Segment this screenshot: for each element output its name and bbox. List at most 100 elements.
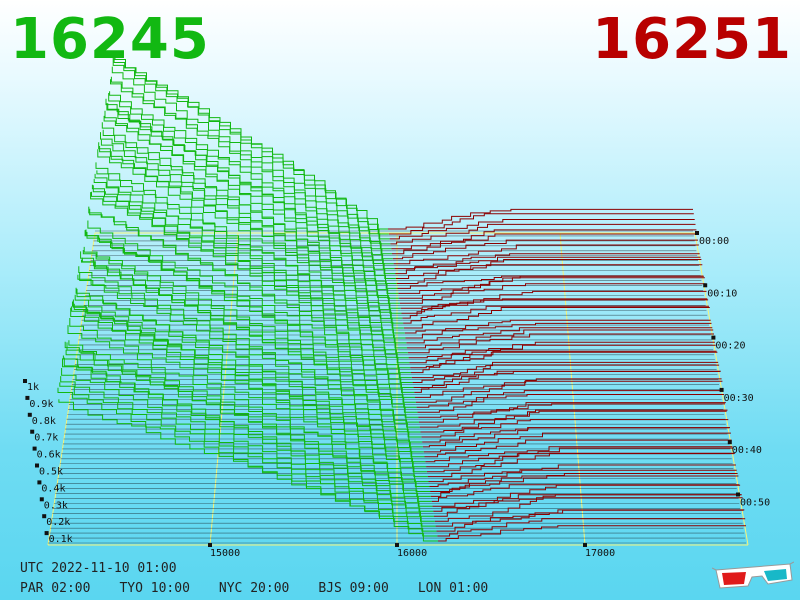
frame-left-edge — [47, 232, 96, 546]
bid-depth-curve — [98, 142, 403, 319]
bid-depth-curve — [75, 287, 423, 443]
bid-depth-curve — [74, 294, 423, 448]
bid-depth-curve — [88, 206, 411, 374]
bid-depth-curve — [95, 162, 405, 334]
bid-depth-curve — [90, 192, 410, 364]
bid-depth-curve — [93, 178, 407, 344]
ask-depth-curve — [389, 219, 695, 240]
ask-depth-curve — [404, 319, 711, 334]
time-tick-mark — [695, 231, 699, 235]
bid-depth-curve — [62, 358, 434, 517]
ask-depth-curve — [411, 361, 719, 379]
bid-depth-curve — [99, 146, 402, 314]
bid-depth-curve — [84, 230, 415, 393]
ask-depth-curve — [426, 447, 734, 468]
bid-depth-curve — [64, 341, 432, 502]
bid-depth-curve — [59, 382, 437, 532]
ask-depth-curve — [396, 264, 703, 284]
bid-depth-curve — [100, 139, 400, 304]
depth-tick-label: 1k — [27, 382, 39, 393]
depth-tick-label: 0.9k — [29, 399, 53, 410]
depth-tick-mark — [27, 412, 32, 417]
ask-depth-curve — [422, 427, 730, 448]
ask-depth-curve — [399, 277, 705, 299]
utc-time: UTC 2022-11-10 01:00 — [20, 561, 177, 576]
depth-tick-label: 0.8k — [32, 416, 56, 427]
depth-tick-label: 0.1k — [49, 534, 73, 545]
ask-depth-curve — [408, 341, 715, 359]
bid-depth-curve — [86, 231, 413, 383]
bid-depth-curve — [104, 110, 397, 284]
price-grid-line — [559, 232, 586, 546]
ask-depth-curve — [417, 394, 725, 413]
bid-depth-curve — [60, 376, 436, 527]
ask-depth-curve — [410, 350, 717, 369]
ask-depth-curve — [432, 484, 741, 507]
ask-depth-curve — [411, 351, 718, 374]
price-tick-label: 16000 — [397, 548, 427, 559]
ask-depth-curve — [415, 378, 722, 398]
bid-depth-curve — [73, 303, 424, 453]
bid-depth-curve — [78, 266, 420, 428]
bid-depth-curve — [113, 58, 389, 235]
depth-tick-mark — [42, 514, 47, 519]
depth-tick-mark — [37, 480, 42, 485]
price-tick-label: 15000 — [210, 548, 240, 559]
time-tick-label: 00:40 — [732, 445, 762, 456]
ask-depth-curve — [391, 229, 697, 250]
bid-depth-curve — [69, 318, 428, 478]
ask-depth-curve — [415, 380, 723, 403]
depth-tick-label: 0.7k — [34, 433, 58, 444]
ask-depth-curve — [416, 390, 724, 408]
bid-depth-curve — [67, 325, 430, 487]
ask-depth-curve — [431, 484, 740, 502]
time-zones: PAR 02:00 TYO 10:00 NYC 20:00 BJS 09:00 … — [20, 581, 517, 597]
3d-glasses-icon[interactable] — [712, 560, 794, 592]
zone-tyo: TYO 10:00 — [119, 581, 190, 596]
ask-depth-curve — [394, 253, 700, 270]
depth-tick-mark — [35, 463, 39, 468]
ask-depth-curve — [392, 239, 698, 260]
bid-depth-curve — [91, 184, 408, 354]
bid-depth-curve — [61, 368, 435, 522]
ask-depth-curve — [398, 275, 704, 294]
time-tick-label: 00:00 — [699, 236, 729, 247]
ask-depth-curve — [407, 329, 714, 349]
depth-tick-label: 0.5k — [39, 467, 63, 478]
depth-tick-label: 0.6k — [37, 450, 61, 461]
depth-tick-mark — [25, 395, 30, 400]
ask-depth-curve — [407, 333, 714, 354]
bid-depth-curve — [72, 301, 426, 463]
depth-tick-mark — [32, 446, 37, 451]
bid-depth-curve — [111, 66, 391, 245]
ask-depth-curve — [395, 259, 702, 279]
depth-tick-label: 0.2k — [46, 517, 70, 528]
ask-depth-curve — [388, 208, 693, 230]
depth-tick-mark — [39, 497, 44, 502]
depth-tick-mark — [44, 531, 49, 536]
time-tick-label: 00:10 — [707, 288, 737, 299]
ask-depth-curve — [393, 244, 699, 265]
depth-tick-label: 0.4k — [41, 483, 65, 494]
ask-price: 16251 — [592, 7, 792, 72]
ask-depth-curve — [436, 509, 745, 532]
price-tick-mark — [208, 543, 212, 547]
price-tick-label: 17000 — [585, 548, 615, 559]
ask-depth-curve — [425, 446, 733, 463]
ask-depth-curve — [438, 525, 746, 542]
depth-tick-label: 0.3k — [44, 500, 68, 511]
time-tick-mark — [703, 283, 708, 288]
ask-depth-curve — [390, 223, 696, 245]
ask-depth-curve — [433, 494, 741, 512]
price-grid-line — [209, 232, 239, 546]
zone-nyc: NYC 20:00 — [218, 581, 290, 596]
bid-depth-curve — [110, 79, 392, 255]
bid-depth-curve — [100, 132, 401, 309]
time-tick-mark — [719, 387, 724, 392]
bid-price: 16245 — [10, 7, 210, 72]
price-tick-mark — [395, 543, 399, 547]
bid-depth-curve — [107, 103, 395, 270]
bid-depth-curve — [109, 91, 393, 260]
ask-depth-curve — [413, 371, 720, 388]
